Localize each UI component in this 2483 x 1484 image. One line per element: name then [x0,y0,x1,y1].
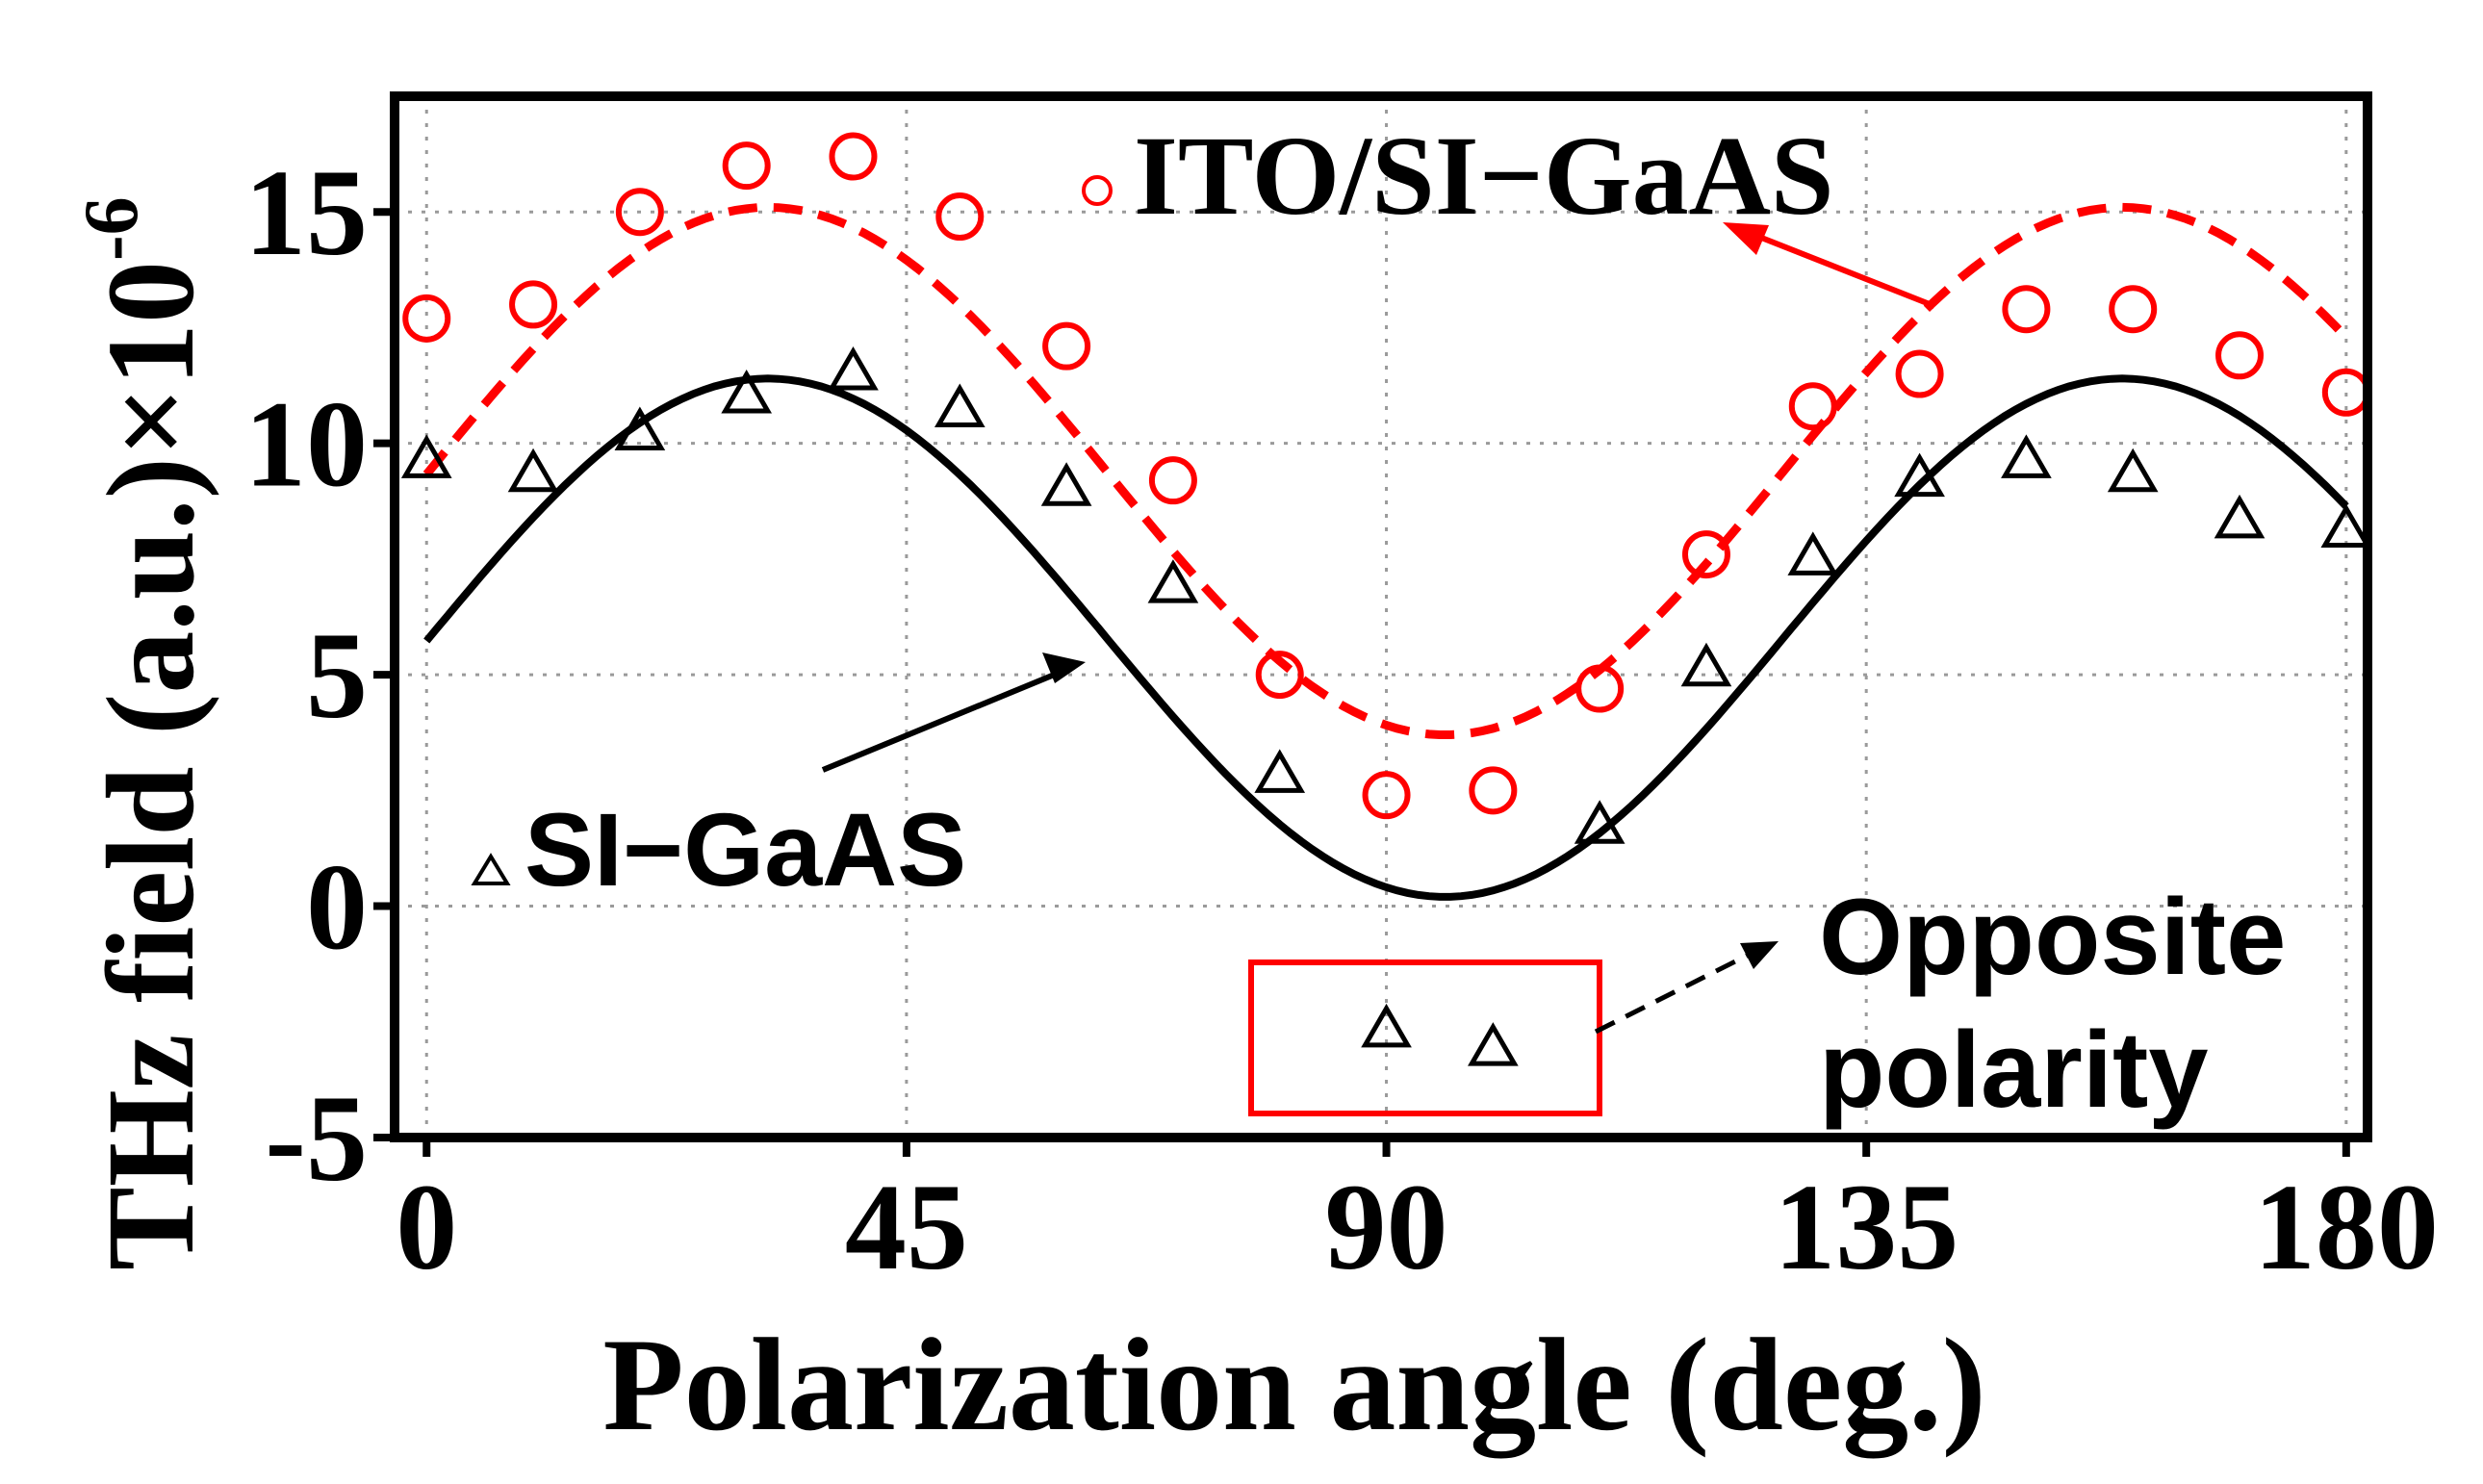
si-data-point [1468,1022,1519,1066]
ito-legend: ITO/SI−GaAS [1082,113,1833,239]
si-data-point [934,383,986,427]
si-data-point [507,448,559,493]
ito-data-point [2215,331,2265,380]
x-tick-label: 90 [1325,1159,1448,1295]
si-data-point [2107,448,2159,493]
x-tick-label: 0 [396,1159,457,1295]
ito-data-point [2109,285,2158,334]
si-data-point [2320,503,2372,548]
si-data-point [1147,559,1199,603]
x-tick-label: 135 [1774,1159,1958,1295]
si-data-point [1574,800,1625,844]
ito-legend-marker [1082,175,1113,206]
ito-fit-line [422,202,2350,739]
si-arrow [821,666,1070,773]
x-tick-label: 180 [2254,1159,2439,1295]
ito-data-point [509,280,558,329]
si-data-point [1787,531,1839,576]
si-data-point [2214,494,2265,539]
plot-frame [390,91,2372,1142]
fit-lines [422,202,2350,901]
ito-label: ITO/SI−GaAS [1134,113,1833,239]
axis-ticks [373,208,2350,1157]
grid [395,96,2368,1138]
si-data-point [721,370,773,414]
ito-data-point [722,141,771,191]
si-data-point [1680,642,1732,687]
si-data-point [1254,749,1306,793]
ito-data-point [615,188,664,237]
ito-data-point [829,132,878,181]
si-fit-line [423,374,2349,901]
opposite-label-line2: polarity [1819,1010,2209,1130]
ito-arrow [1735,225,1936,309]
ito-data-point [2002,285,2051,334]
si-data-point [1361,1003,1412,1048]
si-data-point [1894,452,1945,498]
si-legend-marker [471,853,511,885]
si-data-point [828,345,879,391]
ito-data-point [1575,664,1625,713]
ito-data-point [935,192,985,242]
si-label: SI−GaAS [525,791,966,908]
y-axis-title: THz field (a.u.)×10-6 [69,196,220,1270]
svg-text:THz field (a.u.)×10-6: THz field (a.u.)×10-6 [69,196,220,1270]
si-data-point [1040,462,1092,506]
ito-data-point [1255,651,1304,700]
opposite-polarity-arrowhead [1740,941,1779,969]
ito-data-point [1148,456,1197,505]
y-tick-label: -5 [265,1070,368,1207]
y-axis-title-exponent: -6 [69,196,154,261]
x-axis-title: Polarization angle (deg.) [602,1311,1985,1458]
ito-data-point [1042,321,1091,371]
y-tick-label: 0 [306,839,368,976]
ito-data-point [1362,771,1411,820]
si-data-point [614,406,666,450]
y-tick-label: 5 [306,607,368,744]
ito-arrowhead [1723,222,1769,255]
y-tick-label: 10 [244,376,368,513]
si-data-point [400,434,452,478]
y-axis-title-main: THz field (a.u.)×10 [82,261,220,1270]
ito-data-point [1469,766,1518,815]
ito-data-point [1681,530,1730,579]
si-markers [400,345,2372,1066]
si-data-point [2001,434,2052,478]
opposite-label-line1: Opposite [1819,877,2286,997]
si-arrowhead [1042,652,1086,683]
opposite-polarity-box [1248,959,1602,1116]
ito-data-point [402,294,451,343]
x-tick-label: 45 [845,1159,968,1295]
y-tick-label: 15 [244,144,368,281]
si-legend: SI−GaAS [471,791,966,908]
ito-data-point [1788,382,1837,431]
opposite-polarity-arrow [1594,953,1749,1035]
ito-data-point [1895,349,1944,398]
